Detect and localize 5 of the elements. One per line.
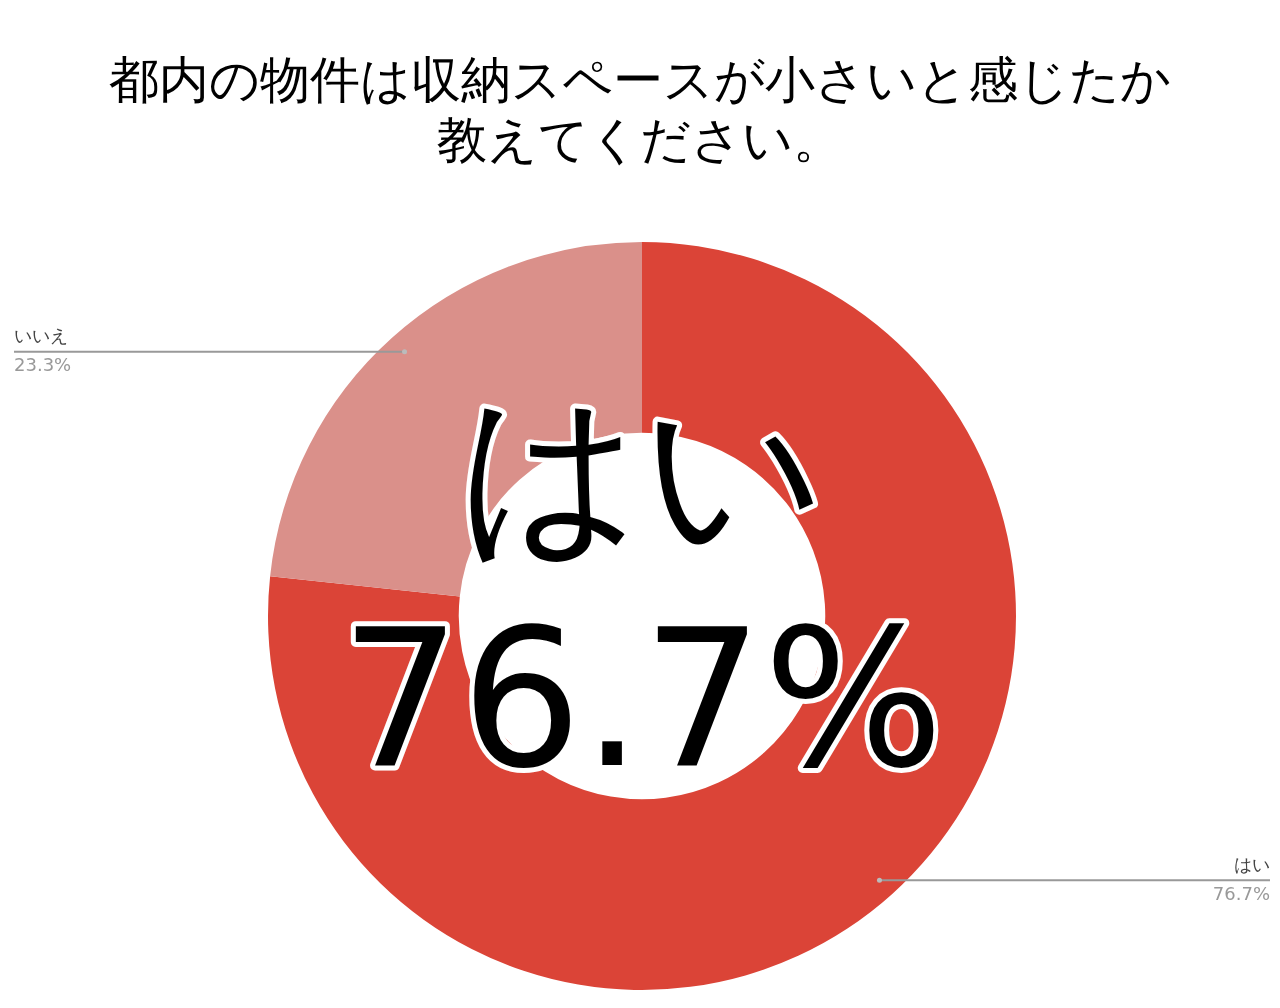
chart-title: 都内の物件は収納スペースが小さいと感じたか教えてください。 [108, 50, 1172, 170]
data-label: 23.3% [14, 354, 72, 376]
slice-label: はい [1234, 853, 1270, 875]
data-label: 76.7% [1212, 882, 1270, 904]
slice-label: いいえ [14, 325, 68, 347]
